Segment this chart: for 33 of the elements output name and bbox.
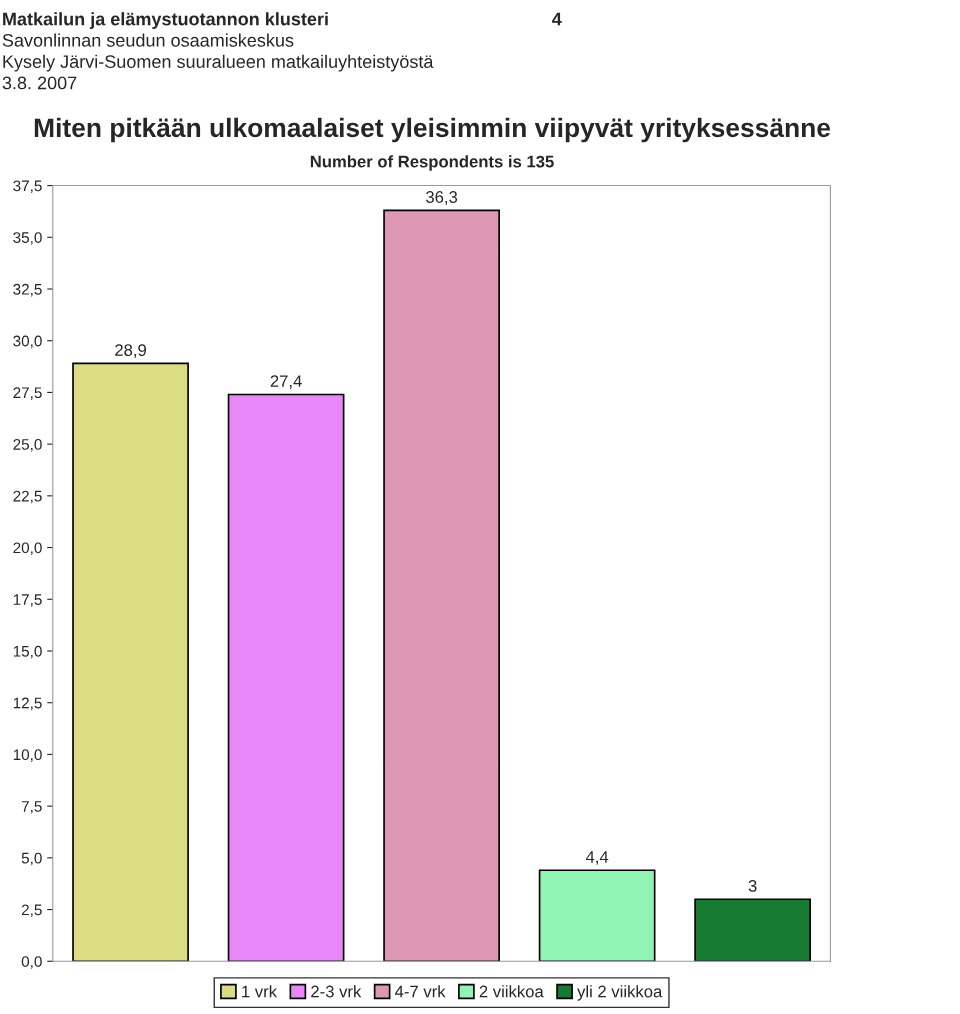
y-tick-label: 0,0 bbox=[21, 956, 42, 969]
data-label: 3 bbox=[748, 879, 757, 892]
text: 4 bbox=[552, 12, 562, 26]
y-tick-label: 30,0 bbox=[13, 335, 42, 349]
legend-label: 4-7 vrk bbox=[395, 985, 446, 998]
y-tick-label: 12,5 bbox=[13, 697, 42, 711]
text: Savonlinnan seudun osaamiskeskus bbox=[2, 33, 294, 47]
y-tick-label: 2,5 bbox=[21, 904, 42, 918]
data-label: 27,4 bbox=[270, 375, 302, 389]
y-tick-label: 35,0 bbox=[13, 232, 42, 245]
legend-label: 2 viikkoa bbox=[479, 985, 544, 998]
y-tick-label: 15,0 bbox=[13, 645, 42, 659]
legend-label: yli 2 viikkoa bbox=[577, 985, 663, 1001]
y-tick-label: 20,0 bbox=[13, 542, 42, 556]
y-tick-label: 37,5 bbox=[13, 180, 42, 194]
y-tick-label: 7,5 bbox=[21, 801, 42, 814]
y-tick-label: 22,5 bbox=[13, 490, 42, 504]
y-tick-label: 5,0 bbox=[21, 852, 42, 866]
data-label: 4,4 bbox=[585, 851, 609, 865]
y-tick-label: 17,5 bbox=[13, 594, 42, 607]
data-label: 36,3 bbox=[426, 191, 458, 205]
legend-label: 1 vrk bbox=[242, 985, 278, 998]
data-label: 28,9 bbox=[115, 344, 146, 358]
text: 3.8. 2007 bbox=[2, 76, 77, 90]
y-tick-label: 10,0 bbox=[13, 749, 42, 762]
y-tick-label: 25,0 bbox=[13, 439, 42, 452]
chart-subtitle: Number of Respondents is 135 bbox=[310, 155, 554, 171]
y-tick-label: 27,5 bbox=[13, 387, 42, 400]
text: Kysely Järvi-Suomen suuralueen matkailuyhteistyöstä bbox=[3, 54, 434, 72]
chart-title: Miten pitkään ulkomaalaiset yleisimmin viipyvät yrityksessänne bbox=[34, 117, 831, 143]
y-tick-label: 32,5 bbox=[13, 283, 42, 297]
legend-label: 2-3 vrk bbox=[311, 985, 362, 998]
text: Matkailun ja elämystuotannon klusteri bbox=[3, 12, 328, 29]
